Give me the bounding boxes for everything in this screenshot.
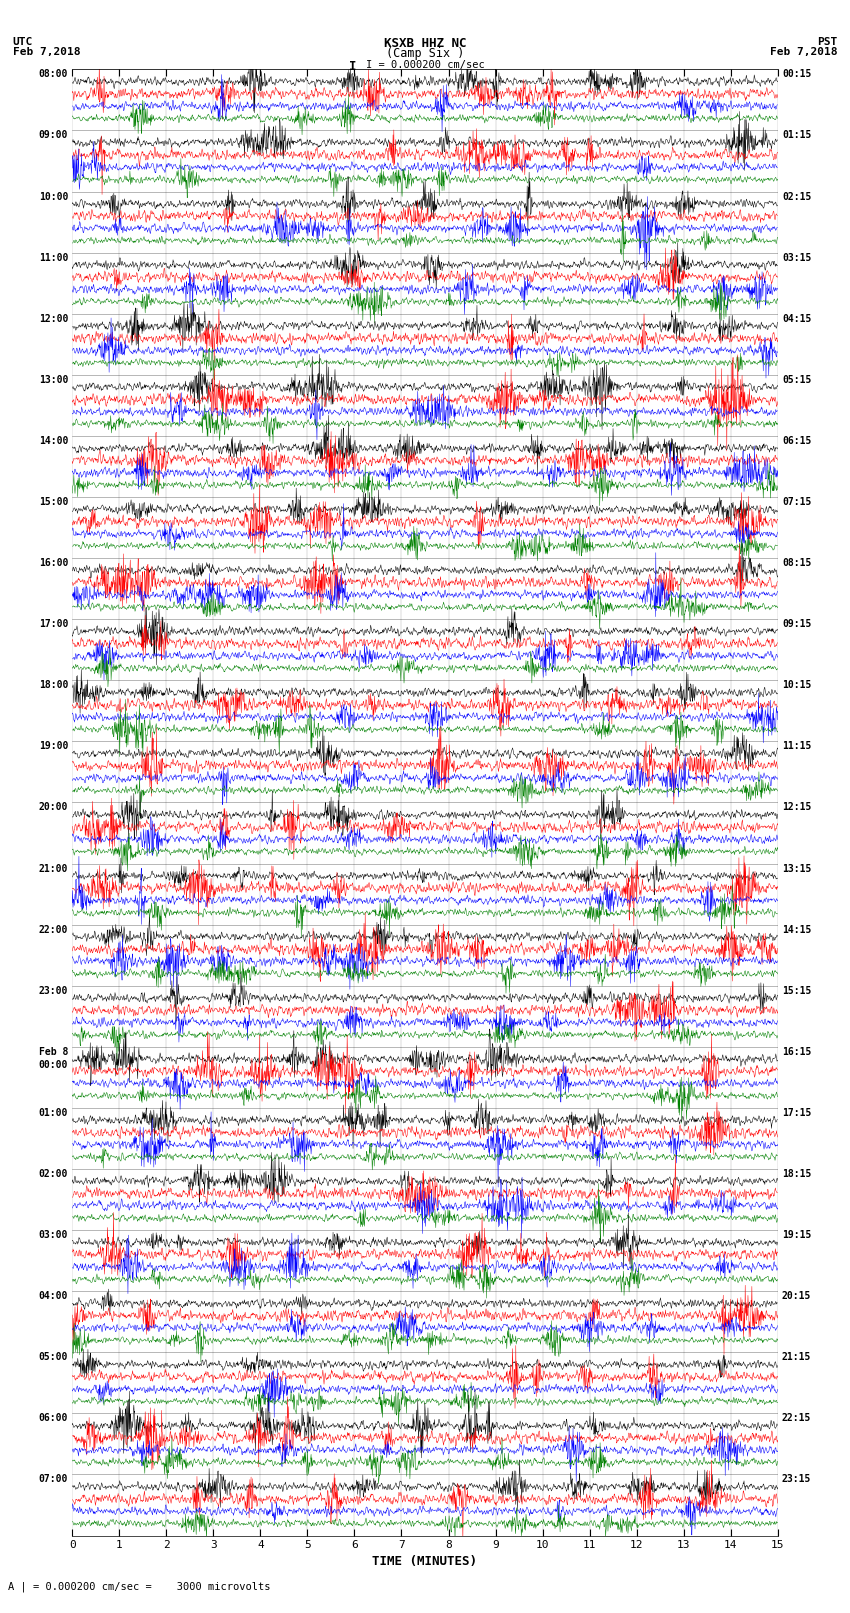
Text: 18:15: 18:15 [782, 1169, 812, 1179]
Text: 01:15: 01:15 [782, 131, 812, 140]
Text: 10:00: 10:00 [38, 192, 68, 202]
Text: 17:15: 17:15 [782, 1108, 812, 1118]
Text: 07:15: 07:15 [782, 497, 812, 506]
Text: 06:15: 06:15 [782, 436, 812, 445]
Text: 08:00: 08:00 [38, 69, 68, 79]
Text: 21:15: 21:15 [782, 1352, 812, 1363]
Text: Feb 7,2018: Feb 7,2018 [770, 47, 837, 56]
X-axis label: TIME (MINUTES): TIME (MINUTES) [372, 1555, 478, 1568]
Text: 17:00: 17:00 [38, 619, 68, 629]
Text: 13:15: 13:15 [782, 863, 812, 874]
Text: 02:15: 02:15 [782, 192, 812, 202]
Text: 21:00: 21:00 [38, 863, 68, 874]
Text: 04:00: 04:00 [38, 1290, 68, 1302]
Text: (Camp Six ): (Camp Six ) [386, 47, 464, 60]
Text: 05:15: 05:15 [782, 374, 812, 386]
Text: 22:15: 22:15 [782, 1413, 812, 1423]
Text: 20:00: 20:00 [38, 803, 68, 813]
Text: 14:00: 14:00 [38, 436, 68, 445]
Text: 13:00: 13:00 [38, 374, 68, 386]
Text: 00:00: 00:00 [38, 1060, 68, 1069]
Text: 09:15: 09:15 [782, 619, 812, 629]
Text: 19:00: 19:00 [38, 742, 68, 752]
Text: A | = 0.000200 cm/sec =    3000 microvolts: A | = 0.000200 cm/sec = 3000 microvolts [8, 1581, 271, 1592]
Text: 15:15: 15:15 [782, 986, 812, 995]
Text: 12:00: 12:00 [38, 313, 68, 324]
Text: 16:15: 16:15 [782, 1047, 812, 1057]
Text: 03:00: 03:00 [38, 1231, 68, 1240]
Text: 16:00: 16:00 [38, 558, 68, 568]
Text: 12:15: 12:15 [782, 803, 812, 813]
Text: 04:15: 04:15 [782, 313, 812, 324]
Text: 19:15: 19:15 [782, 1231, 812, 1240]
Text: 10:15: 10:15 [782, 681, 812, 690]
Text: 05:00: 05:00 [38, 1352, 68, 1363]
Text: 01:00: 01:00 [38, 1108, 68, 1118]
Text: 20:15: 20:15 [782, 1290, 812, 1302]
Text: 07:00: 07:00 [38, 1474, 68, 1484]
Text: 11:00: 11:00 [38, 253, 68, 263]
Text: I: I [349, 60, 356, 73]
Text: 02:00: 02:00 [38, 1169, 68, 1179]
Text: 22:00: 22:00 [38, 924, 68, 934]
Text: 09:00: 09:00 [38, 131, 68, 140]
Text: I = 0.000200 cm/sec: I = 0.000200 cm/sec [366, 60, 484, 69]
Text: 23:00: 23:00 [38, 986, 68, 995]
Text: Feb 8: Feb 8 [38, 1047, 68, 1057]
Text: 18:00: 18:00 [38, 681, 68, 690]
Text: UTC: UTC [13, 37, 33, 47]
Text: Feb 7,2018: Feb 7,2018 [13, 47, 80, 56]
Text: 23:15: 23:15 [782, 1474, 812, 1484]
Text: 00:15: 00:15 [782, 69, 812, 79]
Text: PST: PST [817, 37, 837, 47]
Text: 03:15: 03:15 [782, 253, 812, 263]
Text: 14:15: 14:15 [782, 924, 812, 934]
Text: 11:15: 11:15 [782, 742, 812, 752]
Text: 15:00: 15:00 [38, 497, 68, 506]
Text: 06:00: 06:00 [38, 1413, 68, 1423]
Text: KSXB HHZ NC: KSXB HHZ NC [383, 37, 467, 50]
Text: 08:15: 08:15 [782, 558, 812, 568]
